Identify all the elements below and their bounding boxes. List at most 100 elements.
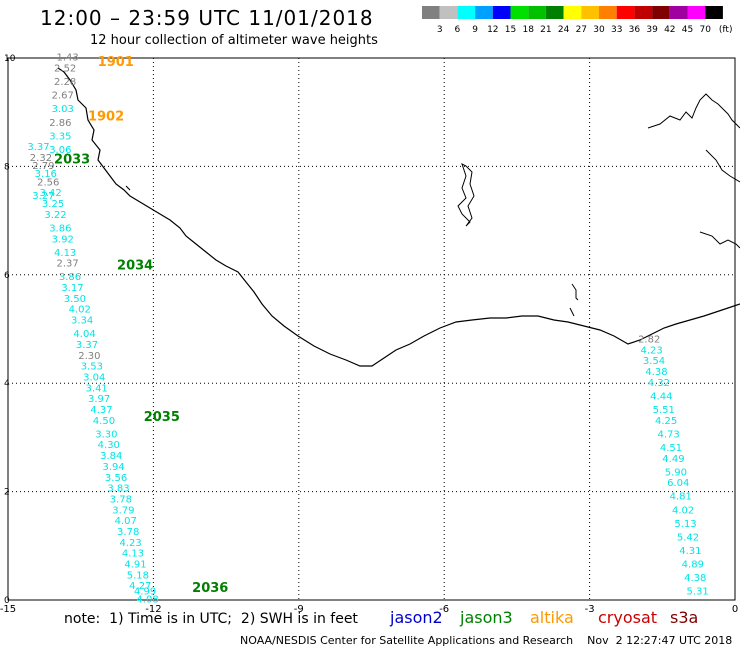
swh-value: 4.38 [684, 573, 706, 584]
x-tick-label: -9 [294, 604, 304, 615]
legend-swatch [492, 6, 511, 19]
axis-ticks: -15 -12 -9 -6 -3 0 0 2 4 6 8 10 [0, 54, 738, 615]
swh-value: 3.53 [81, 362, 103, 373]
legend-label: 70 [699, 25, 711, 35]
swh-value: 3.83 [107, 484, 129, 495]
swh-value: 4.04 [73, 329, 95, 340]
legend-swatch [581, 6, 599, 19]
swh-value: 2.52 [54, 64, 76, 75]
y-tick-label: 10 [4, 54, 16, 64]
track-time-label: 2033 [54, 153, 90, 168]
swh-value: 3.34 [71, 316, 93, 327]
x-tick-label: -15 [0, 604, 16, 615]
swh-value: 3.06 [49, 145, 71, 156]
legend-label: 42 [664, 25, 675, 35]
satellite-name: cryosat [598, 608, 658, 627]
y-tick-label: 8 [4, 162, 10, 172]
track-time-label: 2036 [192, 581, 228, 596]
legend-swatch [705, 6, 723, 19]
legend-swatch [457, 6, 476, 19]
legend-swatch [652, 6, 670, 19]
swh-value: 4.30 [98, 440, 120, 451]
coastline-west-africa [57, 67, 740, 367]
coastline-inland-river [457, 163, 475, 227]
swh-value: 4.07 [115, 516, 137, 527]
swh-value: 4.49 [662, 454, 684, 465]
map-frame [7, 57, 736, 601]
coastline-east-lake [699, 149, 740, 249]
legend-label: 33 [611, 25, 622, 35]
legend-label: 18 [522, 25, 534, 35]
legend-label: 21 [540, 25, 551, 35]
legend-swatch [634, 6, 653, 19]
y-tick-label: 4 [4, 379, 10, 389]
legend-swatch [599, 6, 617, 19]
legend-label: 6 [455, 25, 461, 35]
track-time-label: 2034 [117, 258, 153, 273]
swh-value: 4.44 [650, 391, 672, 402]
swh-value: 3.37 [27, 142, 49, 153]
swh-value: 4.81 [670, 492, 692, 503]
altimeter-tracks: 1.432.52 2.28 2.67 3.03 2.86 3.35 3.06 1901 1902… [27, 53, 708, 606]
swh-value: 3.37 [76, 340, 98, 351]
legend-swatch [475, 6, 493, 19]
swh-value: 4.31 [679, 546, 701, 557]
track-time-label: 2035 [144, 410, 180, 425]
swh-value: 4.91 [124, 559, 146, 570]
swh-value: 2.37 [56, 259, 78, 270]
swh-value: 2.67 [52, 91, 74, 102]
swh-value: 4.23 [119, 538, 141, 549]
swh-value: 4.13 [54, 248, 76, 259]
swh-value: 3.86 [59, 272, 81, 283]
swh-value: 3.04 [83, 372, 105, 383]
footnote: note: 1) Time is in UTC; 2) SWH is in fe… [64, 611, 358, 627]
swh-value: 5.13 [674, 519, 696, 530]
swh-value: 3.97 [88, 394, 110, 405]
swh-value: 3.92 [52, 234, 74, 245]
swh-value: 4.02 [672, 505, 694, 516]
swh-value: 3.16 [35, 169, 57, 180]
swh-value: 3.78 [110, 494, 132, 505]
legend-unit: (ft) [719, 25, 733, 35]
swh-value: 4.32 [648, 378, 670, 389]
x-tick-label: -12 [145, 604, 161, 615]
swh-value: 4.08 [136, 595, 158, 606]
swh-value: 2.32 [30, 153, 52, 164]
swh-value: 4.38 [645, 367, 667, 378]
swh-value: 2.82 [638, 335, 660, 346]
swh-value: 5.51 [653, 405, 675, 416]
legend-label: 39 [646, 25, 658, 35]
x-tick-label: -3 [585, 604, 595, 615]
swh-value: 1.43 [56, 53, 78, 64]
swh-value: 4.50 [93, 416, 115, 427]
legend-swatch [563, 6, 582, 19]
swh-value: 4.73 [657, 429, 679, 440]
swh-value: 5.18 [127, 570, 149, 581]
swh-value: 3.54 [643, 356, 665, 367]
legend-label: 15 [505, 25, 516, 35]
legend-label: 24 [558, 25, 570, 35]
legend-label: 3 [437, 25, 443, 35]
legend-swatch [510, 6, 529, 19]
coastline-small-island [125, 185, 579, 317]
satellite-name: jason3 [460, 608, 513, 627]
y-tick-label: 2 [4, 488, 10, 498]
swh-value: 3.78 [117, 527, 139, 538]
satellite-name: altika [530, 608, 574, 627]
legend-label: 12 [487, 25, 498, 35]
swh-value: 3.30 [95, 429, 117, 440]
swh-value: 3.84 [100, 451, 122, 462]
y-tick-label: 0 [4, 596, 10, 606]
satellite-name: jason2 [390, 608, 443, 627]
swh-value: 2.79 [32, 161, 54, 172]
swh-value: 4.89 [682, 559, 704, 570]
legend-swatch [616, 6, 635, 19]
swh-value: 3.17 [61, 283, 83, 294]
legend-swatch [669, 6, 688, 19]
swh-value: 4.99 [134, 587, 156, 598]
swh-value: 3.25 [42, 199, 64, 210]
coastline [57, 67, 740, 367]
swh-value: 3.35 [49, 131, 71, 142]
credit-footer: NOAA/NESDIS Center for Satellite Applica… [240, 634, 733, 647]
